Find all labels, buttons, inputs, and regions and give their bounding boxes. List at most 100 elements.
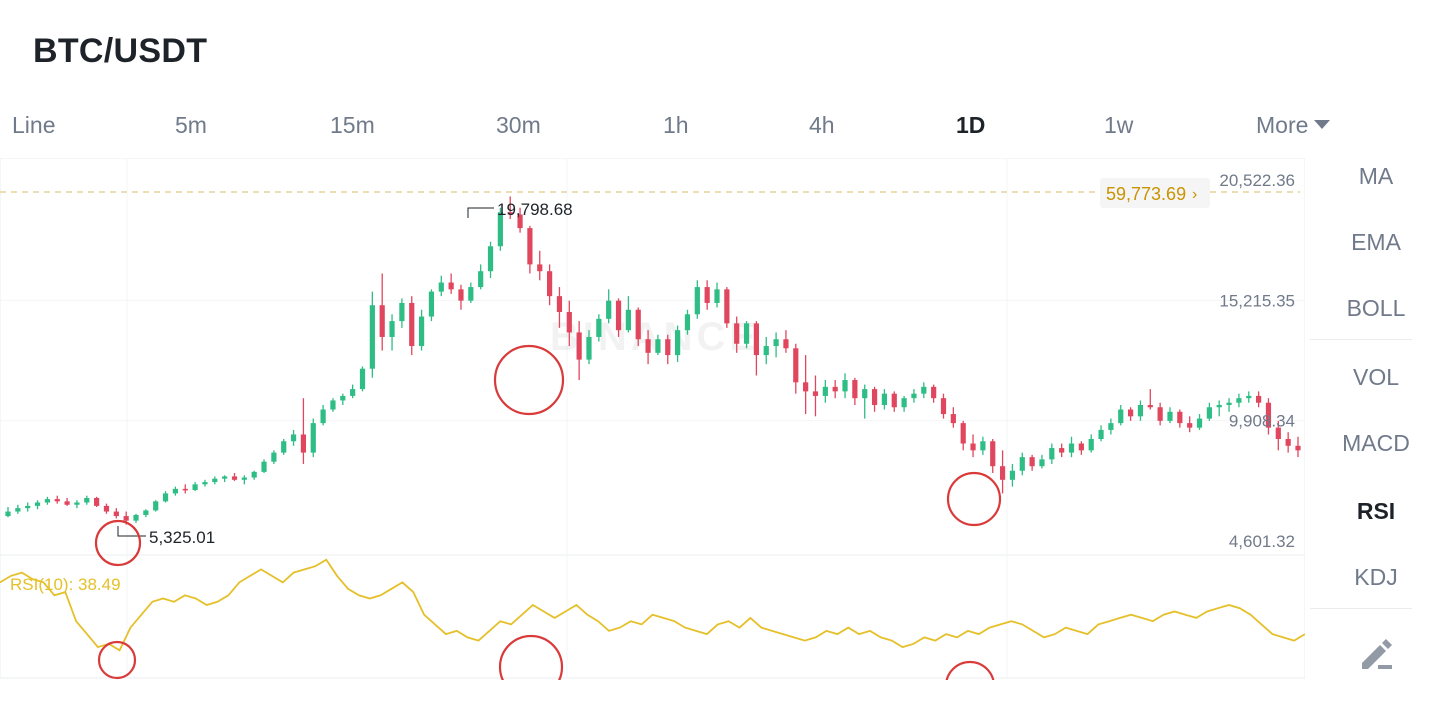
candle-down — [458, 284, 464, 310]
rsi-label: RSI(10): 38.49 — [10, 575, 121, 594]
candle-down — [803, 355, 809, 415]
candle-body — [281, 441, 287, 453]
candle-down — [1265, 398, 1272, 435]
candle-body — [133, 514, 139, 521]
candle-body — [359, 368, 366, 390]
candle-up — [586, 330, 592, 365]
candle-body — [251, 471, 257, 478]
candle-body — [527, 228, 533, 265]
candle-down — [615, 298, 622, 337]
price-tick-label: 20,522.36 — [1219, 171, 1295, 190]
candle-body — [448, 282, 454, 290]
candle-up — [1118, 404, 1124, 426]
candle-body — [1187, 423, 1193, 428]
candle-body — [852, 380, 858, 399]
candle-up — [271, 450, 277, 464]
candle-body — [428, 291, 435, 317]
tab-1h[interactable]: 1h — [663, 112, 689, 138]
candle-body — [812, 391, 819, 396]
low-leader-line — [117, 526, 146, 537]
candle-down — [891, 391, 897, 412]
indicator-ma[interactable]: MA — [1358, 163, 1394, 189]
candle-body — [162, 493, 169, 502]
candle-body — [1039, 459, 1045, 467]
chevron-down-icon — [1314, 120, 1331, 129]
candle-down — [960, 420, 966, 451]
candle-body — [556, 296, 563, 313]
tab-30m[interactable]: 30m — [496, 112, 541, 138]
candle-down — [990, 438, 996, 474]
tab-1d[interactable]: 1D — [956, 112, 986, 138]
indicator-ema[interactable]: EMA — [1351, 229, 1401, 255]
candlestick-chart[interactable]: BINANCE 20,522.36 15,215.35 9,908.34 4,601.… — [0, 158, 1305, 680]
candle-down — [182, 484, 188, 494]
candle-body — [1275, 427, 1281, 439]
candle-down — [812, 375, 819, 417]
candle-body — [1206, 407, 1212, 419]
candle-up — [911, 389, 917, 403]
candle-up — [822, 380, 828, 403]
candle-up — [25, 502, 31, 512]
chart-frame — [0, 158, 1305, 679]
candle-body — [803, 382, 809, 392]
tab-line[interactable]: Line — [12, 112, 56, 138]
marker-circle — [498, 634, 564, 680]
candle-body — [34, 502, 41, 506]
candle-up — [763, 336, 769, 365]
indicator-boll[interactable]: BOLL — [1346, 295, 1406, 321]
candle-up — [359, 366, 366, 392]
candle-body — [655, 339, 661, 353]
high-label: 19,798.68 — [497, 200, 573, 219]
tab-5m[interactable]: 5m — [175, 112, 207, 138]
tab-1w[interactable]: 1w — [1104, 112, 1134, 138]
candle-body — [212, 478, 218, 483]
candle-body — [320, 409, 326, 424]
candle-body — [842, 380, 848, 392]
candle-up — [921, 382, 927, 399]
candle-up — [133, 513, 139, 523]
indicator-vol[interactable]: VOL — [1352, 364, 1400, 390]
candle-body — [379, 305, 385, 337]
candle-down — [94, 496, 100, 508]
candle-body — [1246, 395, 1252, 399]
candle-body — [290, 434, 297, 442]
candle-body — [704, 287, 710, 303]
candle-body — [1029, 457, 1035, 467]
candle-down — [1256, 391, 1262, 408]
candle-body — [103, 505, 110, 512]
candle-down — [793, 343, 799, 394]
indicator-kdj[interactable]: KDJ — [1354, 564, 1398, 590]
candle-body — [15, 508, 21, 512]
candle-down — [556, 287, 563, 328]
candle-up — [202, 479, 208, 487]
candle-up — [675, 325, 681, 362]
candle-body — [891, 393, 897, 408]
candle-down — [1285, 432, 1291, 453]
candle-body — [438, 282, 444, 292]
candle-down — [1078, 441, 1084, 455]
candle-body — [1236, 398, 1242, 403]
candle-up — [172, 486, 179, 496]
candle-up — [310, 418, 316, 458]
candle-body — [54, 499, 60, 502]
indicator-macd[interactable]: MACD — [1342, 430, 1410, 456]
high-annotation: 19,798.68 — [467, 200, 573, 219]
candle-down — [832, 380, 838, 399]
candle-body — [862, 389, 868, 399]
tab-4h[interactable]: 4h — [809, 112, 835, 138]
tab-more[interactable]: More — [1256, 112, 1331, 139]
candle-up — [1196, 414, 1203, 430]
candle-body — [832, 386, 838, 392]
candle-down — [704, 280, 710, 310]
candle-body — [192, 484, 198, 491]
candle-up — [1049, 443, 1055, 464]
candle-body — [300, 434, 307, 453]
candle-body — [1285, 438, 1291, 446]
indicator-rsi[interactable]: RSI — [1356, 498, 1396, 524]
candle-up — [241, 475, 247, 485]
candle-down — [1275, 420, 1281, 451]
candle-body — [665, 339, 671, 356]
tab-15m[interactable]: 15m — [330, 112, 375, 138]
candle-up — [44, 496, 50, 505]
draw-pencil-icon[interactable] — [1356, 633, 1396, 673]
